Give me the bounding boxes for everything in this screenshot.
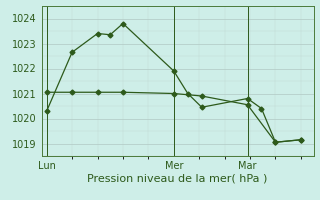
X-axis label: Pression niveau de la mer( hPa ): Pression niveau de la mer( hPa ) [87,174,268,184]
